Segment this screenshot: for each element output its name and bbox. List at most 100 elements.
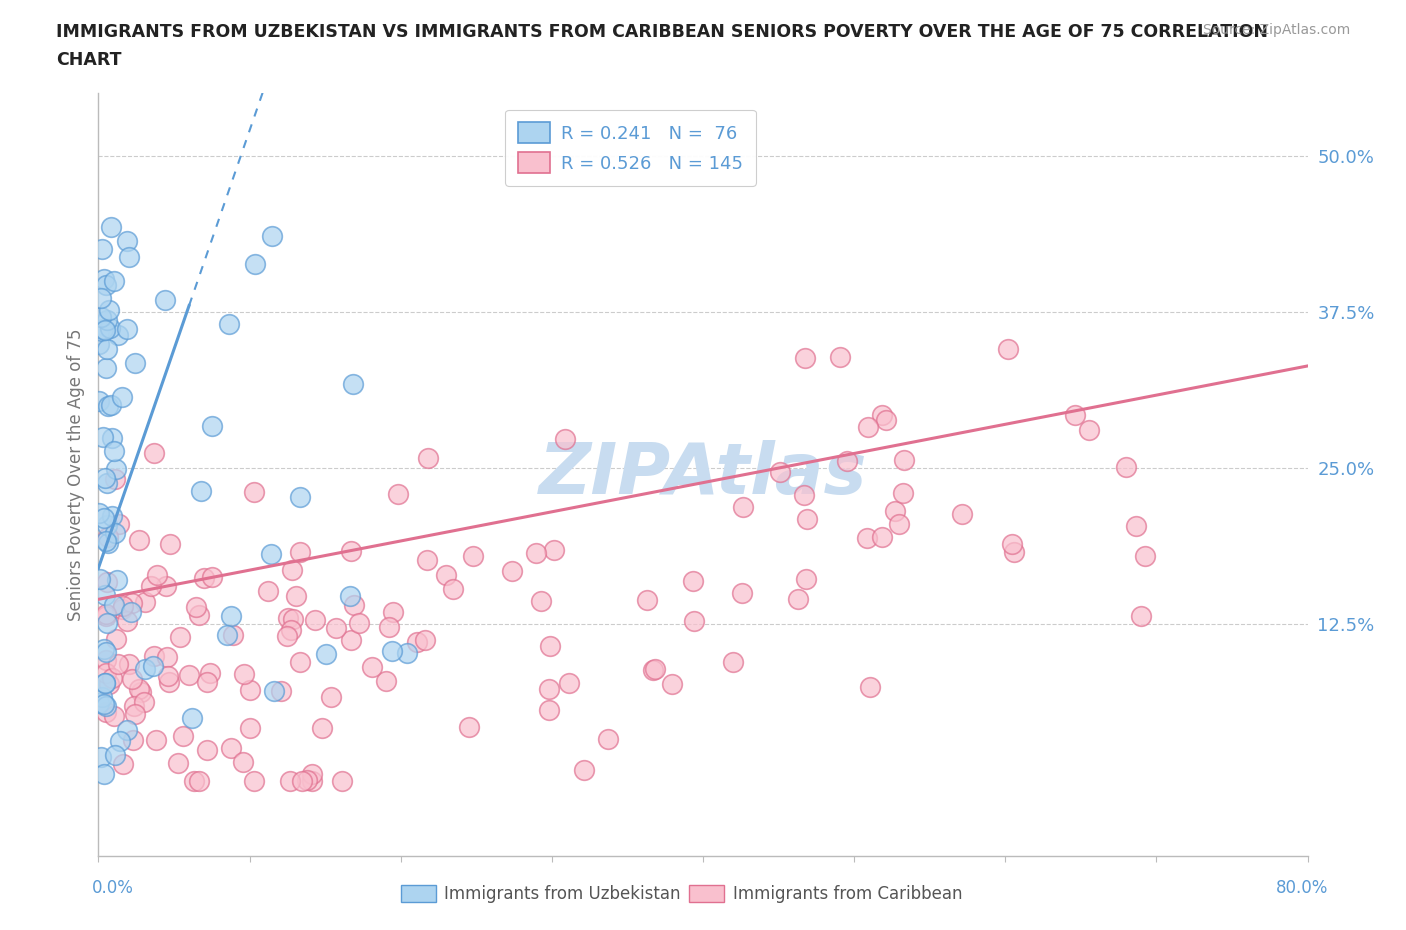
Point	[644, 662, 666, 677]
Point	[543, 542, 565, 557]
Point	[94, 588, 117, 603]
Point	[768, 464, 790, 479]
Point	[94, 322, 117, 337]
Point	[94, 644, 117, 659]
Point	[1064, 407, 1087, 422]
Point	[875, 413, 897, 428]
Point	[221, 609, 243, 624]
Point	[195, 674, 218, 689]
Point	[117, 723, 139, 737]
Point	[107, 657, 129, 671]
Point	[104, 631, 127, 646]
Point	[280, 622, 302, 637]
Point	[90, 689, 112, 704]
Point	[94, 361, 117, 376]
Point	[103, 709, 125, 724]
Point	[382, 604, 405, 619]
Text: ZIPAtlas: ZIPAtlas	[538, 440, 868, 509]
Point	[828, 350, 851, 365]
Point	[91, 324, 114, 339]
Point	[276, 628, 298, 643]
Point	[94, 471, 117, 485]
Point	[893, 453, 915, 468]
Point	[156, 649, 179, 664]
Legend: R = 0.241   N =  76, R = 0.526   N = 145: R = 0.241 N = 76, R = 0.526 N = 145	[505, 110, 756, 186]
Point	[554, 432, 576, 446]
Point	[90, 310, 112, 325]
Point	[405, 634, 427, 649]
Point	[103, 598, 125, 613]
Point	[111, 390, 134, 405]
Point	[889, 516, 911, 531]
Point	[1078, 423, 1101, 438]
Point	[201, 418, 224, 433]
Point	[94, 608, 117, 623]
Point	[501, 564, 523, 578]
Point	[1001, 537, 1024, 551]
Text: Source: ZipAtlas.com: Source: ZipAtlas.com	[1202, 23, 1350, 37]
Point	[142, 445, 165, 460]
Point	[101, 431, 124, 445]
Point	[90, 290, 112, 305]
Point	[278, 773, 301, 788]
Point	[157, 675, 180, 690]
Point	[121, 595, 143, 610]
Point	[94, 698, 117, 713]
Text: Immigrants from Uzbekistan: Immigrants from Uzbekistan	[444, 884, 681, 903]
Point	[340, 544, 363, 559]
Point	[538, 682, 561, 697]
Point	[340, 632, 363, 647]
Point	[169, 630, 191, 644]
Point	[997, 341, 1019, 356]
Point	[94, 675, 117, 690]
Point	[91, 242, 114, 257]
Point	[117, 233, 139, 248]
Point	[97, 536, 120, 551]
Y-axis label: Seniors Poverty Over the Age of 75: Seniors Poverty Over the Age of 75	[66, 328, 84, 620]
Point	[721, 654, 744, 669]
Point	[796, 512, 818, 526]
Point	[891, 485, 914, 500]
Point	[315, 646, 337, 661]
Point	[157, 668, 180, 683]
Point	[111, 598, 134, 613]
Point	[93, 511, 115, 525]
Point	[193, 570, 215, 585]
Point	[190, 484, 212, 498]
Point	[218, 316, 240, 331]
Point	[104, 748, 127, 763]
Point	[870, 407, 893, 422]
Point	[142, 658, 165, 673]
Point	[883, 503, 905, 518]
Point	[91, 430, 114, 445]
Point	[347, 616, 370, 631]
Point	[128, 682, 150, 697]
Point	[94, 675, 117, 690]
Point	[94, 278, 117, 293]
Point	[96, 342, 118, 357]
Point	[201, 569, 224, 584]
Point	[330, 773, 353, 788]
Point	[198, 665, 221, 680]
Point	[105, 461, 128, 476]
Point	[103, 273, 125, 288]
Point	[103, 472, 125, 486]
Point	[139, 578, 162, 593]
Point	[463, 549, 485, 564]
Point	[195, 742, 218, 757]
Point	[262, 228, 284, 243]
Point	[96, 518, 118, 533]
Point	[93, 272, 115, 286]
Point	[105, 573, 128, 588]
Point	[134, 661, 156, 676]
Point	[1129, 608, 1152, 623]
Point	[122, 732, 145, 747]
Point	[124, 355, 146, 370]
Point	[90, 750, 112, 764]
Point	[387, 487, 409, 502]
Point	[89, 337, 111, 352]
Point	[155, 578, 177, 593]
Point	[524, 546, 547, 561]
Point	[104, 525, 127, 540]
Point	[257, 584, 280, 599]
